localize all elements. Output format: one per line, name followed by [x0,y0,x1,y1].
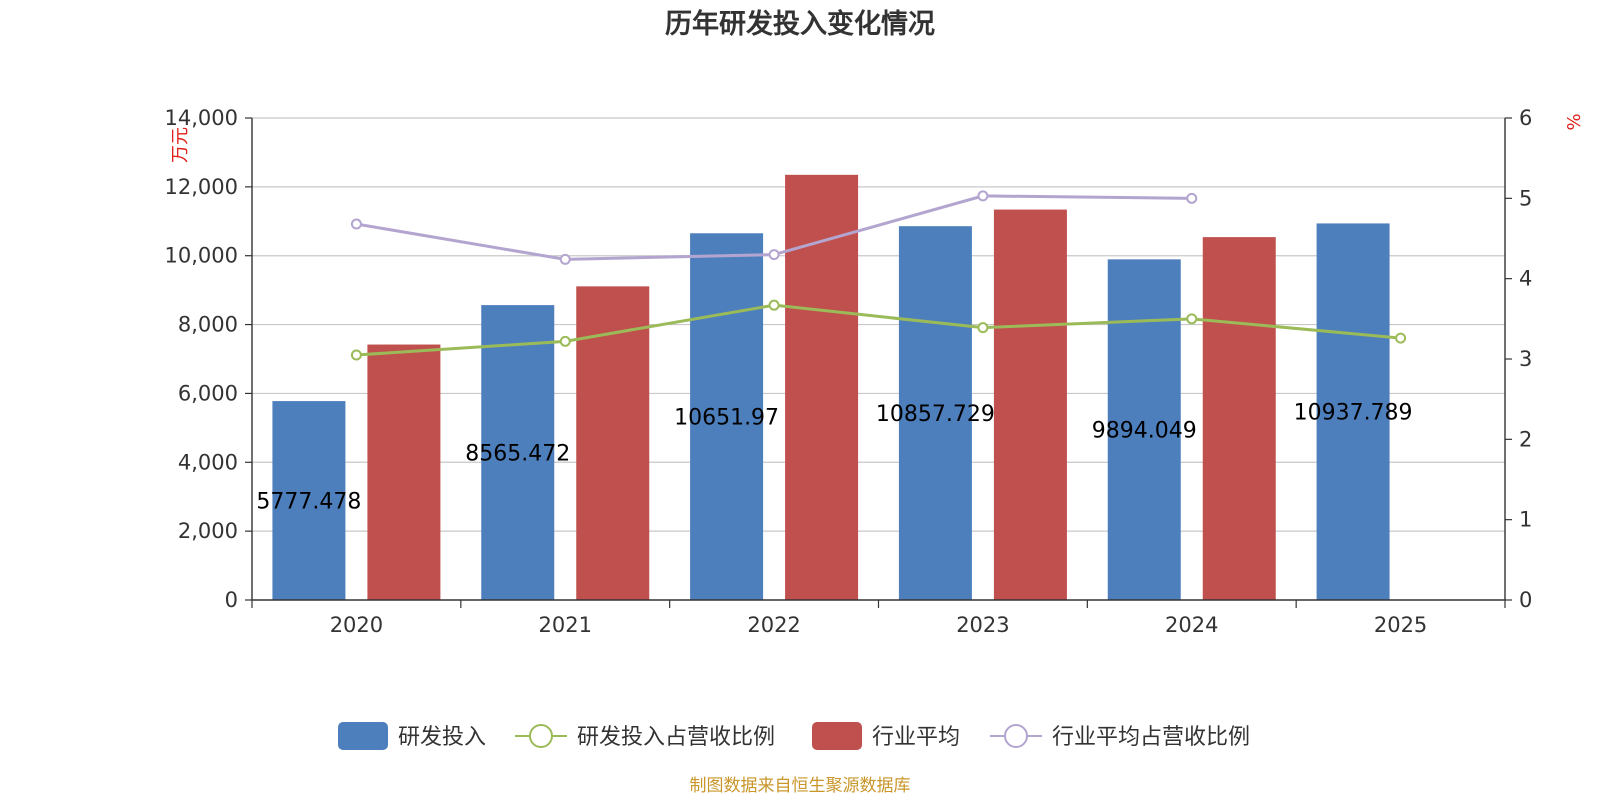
data-label: 10651.97 [674,406,779,431]
x-tick-label: 2020 [330,613,383,637]
y-right-tick-label: 4 [1519,267,1532,291]
bar-研发投入 [690,233,764,600]
bar-行业平均 [785,174,859,601]
point-研发投入占营收比例 [559,335,571,347]
legend-marker [529,724,553,748]
data-label: 10937.789 [1294,401,1413,426]
point-行业平均占营收比例 [559,253,571,265]
axes: 0 2,000 4,000 6,000 8,000 10,000 12,000 14,000 0… [165,106,1533,637]
point-行业平均占营收比例 [1186,192,1198,204]
gridlines [252,117,1505,532]
y-left-tick-label: 8,000 [178,313,238,337]
point-行业平均占营收比例 [350,218,362,230]
bars [272,174,1390,601]
legend-label: 行业平均占营收比例 [1052,725,1250,750]
bar-行业平均 [993,209,1067,600]
y-right-unit: % [1564,113,1585,130]
chart-title: 历年研发投入变化情况 [665,8,935,40]
x-tick-label: 2022 [747,613,800,637]
data-labels: 5777.478 8565.472 10651.97 10857.729 9894.04… [256,401,1412,515]
y-left-tick-label: 6,000 [178,381,238,405]
data-label: 5777.478 [256,490,361,515]
data-label: 9894.049 [1092,419,1197,444]
y-left-tick-label: 14,000 [165,106,238,130]
y-right-tick-label: 2 [1519,427,1532,451]
bar-研发投入 [898,226,972,600]
point-研发投入占营收比例 [1395,332,1407,344]
y-left-tick-label: 0 [225,588,238,612]
x-tick-label: 2021 [539,613,592,637]
point-行业平均占营收比例 [977,190,989,202]
line-研发投入占营收比例 [356,303,1401,357]
point-研发投入占营收比例 [977,322,989,334]
bar-行业平均 [1202,237,1276,600]
y-right-tick-label: 3 [1519,347,1532,371]
y-right-tick-label: 6 [1519,106,1532,130]
point-行业平均占营收比例 [768,249,780,261]
legend-swatch [338,722,388,750]
source-note: 制图数据来自恒生聚源数据库 [690,776,911,796]
data-label: 10857.729 [876,402,995,427]
bar-研发投入 [272,401,346,600]
x-tick-label: 2023 [956,613,1009,637]
legend-marker [1004,724,1028,748]
y-left-tick-label: 12,000 [165,175,238,199]
y-right-tick-label: 0 [1519,588,1532,612]
legend-label: 研发投入 [398,725,486,750]
y-left-tick-label: 4,000 [178,450,238,474]
legend-label: 行业平均 [872,725,960,750]
bar-研发投入 [1316,223,1390,600]
legend-label: 研发投入占营收比例 [577,725,775,750]
bar-研发投入 [481,305,555,600]
point-研发投入占营收比例 [1186,313,1198,325]
lines [350,190,1407,361]
legend: 研发投入 研发投入占营收比例 行业平均 行业平均占营收比例 [338,722,1250,750]
data-label: 8565.472 [465,442,570,467]
bar-行业平均 [367,344,441,600]
x-tick-label: 2025 [1374,613,1427,637]
y-left-tick-label: 10,000 [165,244,238,268]
legend-swatch [812,722,862,750]
point-研发投入占营收比例 [350,349,362,361]
bar-研发投入 [1107,259,1181,600]
y-right-tick-label: 1 [1519,508,1532,532]
y-left-unit: 万元 [170,127,191,163]
x-tick-label: 2024 [1165,613,1218,637]
y-right-tick-label: 5 [1519,186,1532,210]
point-研发投入占营收比例 [768,299,780,311]
y-left-tick-label: 2,000 [178,519,238,543]
